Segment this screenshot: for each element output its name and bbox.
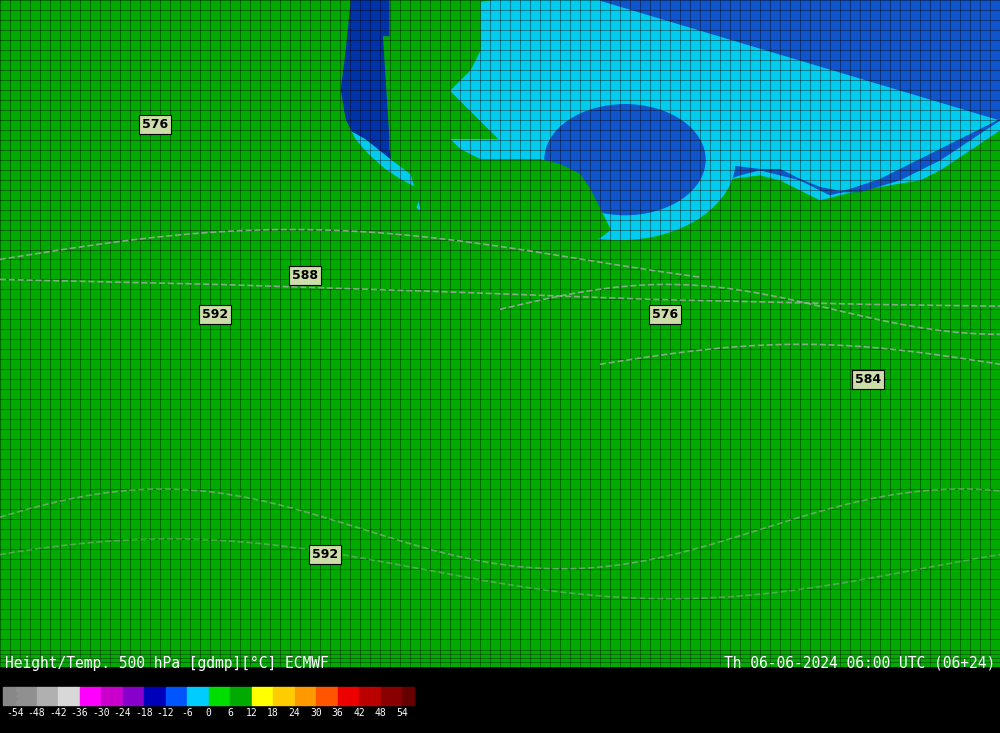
Ellipse shape [505, 80, 735, 240]
Text: 48: 48 [375, 708, 386, 718]
Text: -42: -42 [49, 708, 67, 718]
Text: -54: -54 [6, 708, 24, 718]
Text: 576: 576 [142, 118, 168, 131]
Text: 54: 54 [396, 708, 408, 718]
Bar [230, 688, 252, 705]
Bar [122, 688, 144, 705]
Text: 576: 576 [652, 308, 678, 321]
Text: -36: -36 [71, 708, 88, 718]
Bar [144, 688, 166, 705]
Text: -6: -6 [181, 708, 193, 718]
Text: 592: 592 [312, 548, 338, 561]
Text: -30: -30 [92, 708, 110, 718]
Bar [402, 688, 414, 705]
Bar [294, 688, 316, 705]
Bar [58, 688, 80, 705]
Polygon shape [0, 0, 390, 160]
Text: -12: -12 [157, 708, 174, 718]
Text: -24: -24 [114, 708, 131, 718]
Bar [380, 688, 402, 705]
Bar [316, 688, 338, 705]
Bar [15, 688, 36, 705]
Polygon shape [0, 70, 420, 210]
Text: -18: -18 [135, 708, 153, 718]
Bar [101, 688, 122, 705]
Bar [0, 649, 1000, 666]
Bar [80, 688, 101, 705]
Polygon shape [0, 0, 420, 232]
Bar [359, 688, 380, 705]
Polygon shape [570, 0, 1000, 229]
Bar [0, 0, 420, 35]
Text: 42: 42 [353, 708, 365, 718]
Ellipse shape [545, 105, 705, 215]
Text: 30: 30 [310, 708, 322, 718]
Bar [252, 688, 273, 705]
Text: 36: 36 [332, 708, 343, 718]
Bar [36, 688, 58, 705]
Text: 18: 18 [267, 708, 279, 718]
Bar [338, 688, 359, 705]
Text: 584: 584 [855, 373, 881, 386]
Bar [187, 688, 208, 705]
Bar [273, 688, 294, 705]
Polygon shape [390, 0, 610, 241]
Text: Height/Temp. 500 hPa [gdmp][°C] ECMWF: Height/Temp. 500 hPa [gdmp][°C] ECMWF [5, 655, 329, 671]
Bar [208, 688, 230, 705]
Bar [3, 688, 15, 705]
Text: -48: -48 [28, 708, 45, 718]
Text: Th 06-06-2024 06:00 UTC (06+24): Th 06-06-2024 06:00 UTC (06+24) [724, 655, 995, 671]
Text: 592: 592 [202, 308, 228, 321]
Text: 0: 0 [206, 708, 211, 718]
Bar [166, 688, 187, 705]
Text: 12: 12 [246, 708, 257, 718]
Polygon shape [430, 0, 1000, 235]
Text: 588: 588 [292, 269, 318, 282]
Text: 6: 6 [227, 708, 233, 718]
Text: 24: 24 [289, 708, 300, 718]
